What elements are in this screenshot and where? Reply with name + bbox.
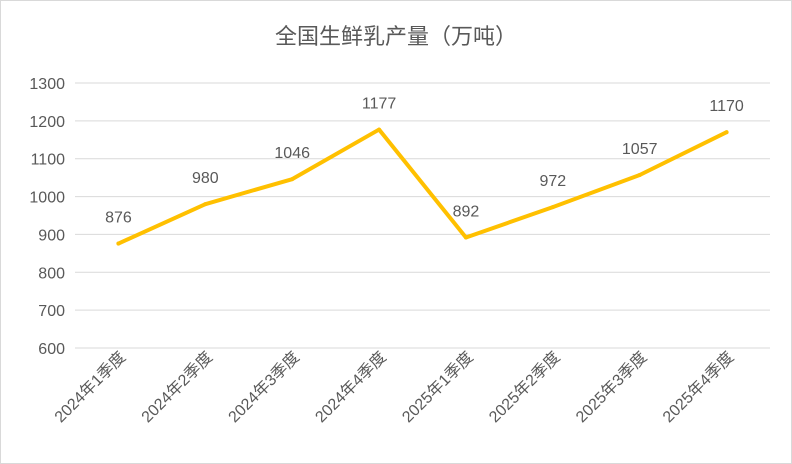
x-tick-label: 2025年4季度 bbox=[659, 348, 737, 426]
data-label: 980 bbox=[192, 170, 219, 187]
y-tick-label: 800 bbox=[38, 265, 65, 282]
y-tick-label: 900 bbox=[38, 227, 65, 244]
y-tick-label: 1200 bbox=[29, 114, 65, 131]
data-point bbox=[116, 241, 121, 246]
data-point bbox=[290, 177, 295, 182]
y-tick-label: 600 bbox=[38, 341, 65, 358]
data-label: 1046 bbox=[274, 145, 310, 162]
data-point bbox=[724, 130, 729, 135]
data-label: 876 bbox=[105, 210, 132, 227]
chart-title: 全国生鲜乳产量（万吨） bbox=[274, 25, 517, 50]
data-point bbox=[463, 235, 468, 240]
y-tick-label: 700 bbox=[38, 303, 65, 320]
data-point bbox=[377, 127, 382, 132]
data-label: 1170 bbox=[709, 98, 744, 115]
data-label: 1177 bbox=[362, 96, 397, 113]
data-point bbox=[637, 172, 642, 177]
x-tick-label: 2025年2季度 bbox=[486, 348, 564, 426]
y-tick-label: 1000 bbox=[29, 190, 65, 207]
series-line bbox=[116, 127, 729, 246]
x-tick-label: 2025年1季度 bbox=[399, 348, 477, 426]
data-point bbox=[203, 202, 208, 207]
data-point bbox=[550, 205, 555, 210]
data-label: 972 bbox=[539, 173, 566, 190]
x-tick-label: 2024年2季度 bbox=[138, 348, 216, 426]
x-tick-label: 2025年3季度 bbox=[572, 348, 650, 426]
y-tick-label: 1100 bbox=[31, 152, 66, 169]
x-tick-label: 2024年1季度 bbox=[51, 348, 129, 426]
x-tick-label: 2024年3季度 bbox=[225, 348, 303, 426]
data-label: 1057 bbox=[622, 141, 658, 158]
data-label: 892 bbox=[453, 203, 480, 220]
y-tick-label: 1300 bbox=[29, 76, 65, 93]
x-tick-label: 2024年4季度 bbox=[312, 348, 390, 426]
